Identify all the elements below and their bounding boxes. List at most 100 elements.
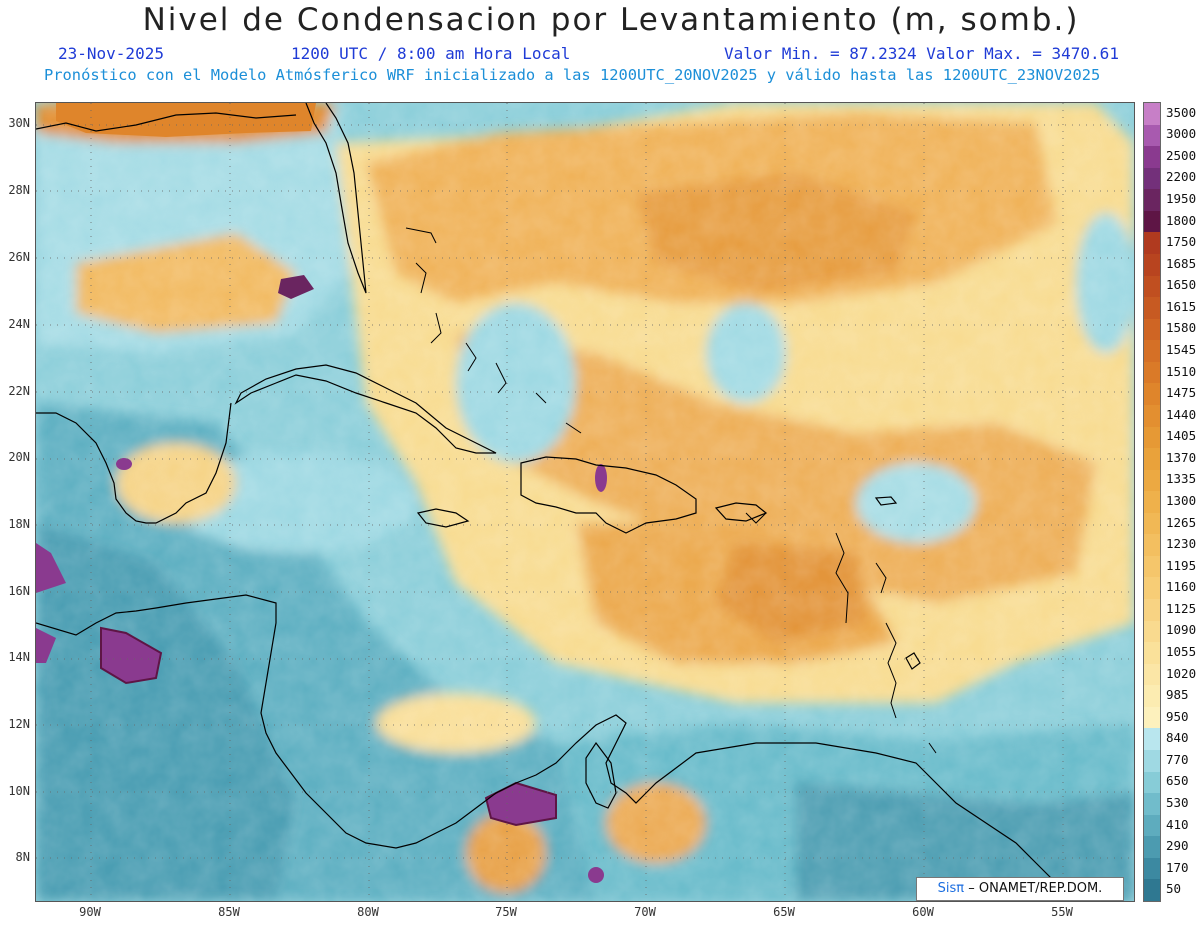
colorbar-label: 3000 [1166, 126, 1197, 142]
colorbar-label: 2500 [1166, 147, 1197, 163]
forecast-date: 23-Nov-2025 [58, 44, 164, 63]
lon-label: 65W [773, 905, 795, 919]
colorbar-label: 1020 [1166, 665, 1197, 681]
lon-label: 75W [495, 905, 517, 919]
colorbar-segment [1144, 750, 1160, 773]
colorbar-segment [1144, 836, 1160, 859]
lon-label: 70W [634, 905, 656, 919]
map-canvas [36, 103, 1134, 901]
colorbar-label: 2200 [1166, 169, 1197, 185]
lcl-map [35, 102, 1135, 902]
lat-label: 10N [8, 784, 30, 798]
coastlines [36, 103, 1077, 901]
colorbar-label: 770 [1166, 751, 1189, 767]
map-title: Nivel de Condensacion por Levantamiento … [142, 2, 1080, 38]
credit-box: Sisπ – ONAMET/REP.DOM. [916, 877, 1124, 901]
colorbar-label: 170 [1166, 859, 1189, 875]
colorbar [1143, 102, 1161, 902]
colorbar-label: 650 [1166, 773, 1189, 789]
colorbar-label: 1230 [1166, 536, 1197, 552]
colorbar-segment [1144, 663, 1160, 686]
lat-label: 12N [8, 717, 30, 731]
colorbar-segment [1144, 620, 1160, 643]
colorbar-segment [1144, 577, 1160, 600]
lon-label: 85W [218, 905, 240, 919]
colorbar-label: 1950 [1166, 191, 1197, 207]
colorbar-label: 1160 [1166, 579, 1197, 595]
colorbar-segment [1144, 318, 1160, 341]
colorbar-label: 3500 [1166, 104, 1197, 120]
lat-label: 30N [8, 116, 30, 130]
colorbar-label: 1300 [1166, 493, 1197, 508]
colorbar-label: 1800 [1166, 212, 1197, 228]
colorbar-label: 1125 [1166, 600, 1197, 616]
colorbar-segment [1144, 642, 1160, 665]
colorbar-segment [1144, 879, 1160, 902]
islands [405, 227, 937, 754]
colorbar-label: 840 [1166, 730, 1189, 746]
lat-label: 18N [8, 517, 30, 531]
colorbar-segment [1144, 793, 1160, 816]
colorbar-segment [1144, 167, 1160, 190]
graticule [36, 103, 1134, 901]
model-description: Pronóstico con el Modelo Atmósferico WRF… [44, 66, 1101, 84]
colorbar-segment [1144, 253, 1160, 277]
colorbar-segment [1144, 555, 1160, 578]
colorbar-segment [1144, 103, 1160, 126]
colorbar-segment [1144, 814, 1160, 837]
colorbar-label: 1335 [1166, 471, 1197, 487]
lon-label: 55W [1051, 905, 1073, 919]
colorbar-segment [1144, 685, 1160, 708]
colorbar-segment [1144, 383, 1160, 406]
colorbar-segment [1144, 124, 1160, 147]
colorbar-label: 985 [1166, 687, 1189, 703]
value-min-max: Valor Min. = 87.2324 Valor Max. = 3470.6… [724, 44, 1119, 63]
colorbar-label: 950 [1166, 708, 1189, 724]
lat-label: 28N [8, 183, 30, 197]
colorbar-label: 1195 [1166, 557, 1197, 573]
texture [36, 103, 1134, 901]
colorbar-segment [1144, 297, 1160, 320]
colorbar-label: 1685 [1166, 255, 1197, 271]
colorbar-label: 1510 [1166, 363, 1197, 379]
colorbar-label: 1440 [1166, 406, 1197, 422]
colorbar-label: 1750 [1166, 234, 1197, 250]
colorbar-label: 410 [1166, 816, 1189, 832]
colorbar-label: 1265 [1166, 514, 1197, 530]
colorbar-segment [1144, 146, 1160, 169]
colorbar-segment [1144, 599, 1160, 622]
colorbar-segment [1144, 232, 1160, 255]
colorbar-label: 1090 [1166, 622, 1197, 638]
colorbar-label: 1545 [1166, 342, 1197, 358]
high-lcl-cells [36, 103, 607, 883]
lat-label: 24N [8, 317, 30, 331]
colorbar-segment [1144, 189, 1160, 212]
colorbar-label: 1370 [1166, 449, 1197, 465]
colorbar-label: 530 [1166, 794, 1189, 810]
lat-label: 14N [8, 650, 30, 664]
colorbar-label: 290 [1166, 838, 1189, 854]
colorbar-segment [1144, 210, 1160, 233]
colorbar-segment [1144, 361, 1160, 384]
lon-label: 80W [357, 905, 379, 919]
colorbar-segment [1144, 512, 1160, 535]
colorbar-segment [1144, 404, 1160, 427]
colorbar-label: 1405 [1166, 428, 1197, 444]
colorbar-segment [1144, 448, 1160, 471]
colorbar-segment [1144, 491, 1160, 514]
forecast-time: 1200 UTC / 8:00 am Hora Local [291, 44, 571, 63]
colorbar-segment [1144, 340, 1160, 363]
sis-logo-text: Sisπ [937, 881, 965, 896]
colorbar-segment [1144, 771, 1160, 794]
colorbar-segment [1144, 534, 1160, 557]
colorbar-label: 1650 [1166, 277, 1197, 293]
lat-label: 20N [8, 450, 30, 464]
colorbar-segment [1144, 706, 1160, 729]
colorbar-segment [1144, 857, 1160, 880]
colorbar-label: 1055 [1166, 643, 1197, 659]
lon-label: 60W [912, 905, 934, 919]
colorbar-label: 1580 [1166, 320, 1197, 336]
colorbar-segment [1144, 728, 1160, 751]
lat-label: 26N [8, 250, 30, 264]
colorbar-label: 1475 [1166, 385, 1197, 401]
